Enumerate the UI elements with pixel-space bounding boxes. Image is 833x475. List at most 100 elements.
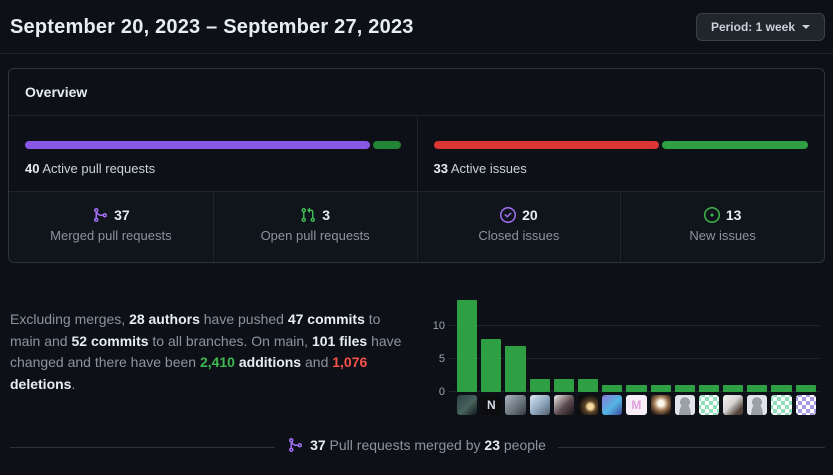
page-header: September 20, 2023 – September 27, 2023 … [0, 0, 833, 54]
author-avatar-hooded-person-photo[interactable] [529, 395, 550, 415]
author-avatar-default-octocat[interactable] [674, 395, 695, 415]
issue-count: 33 [433, 161, 448, 176]
commit-bar-portrait-photo [723, 385, 744, 392]
text-segment: 52 commits [71, 332, 149, 349]
stat-cell-open-pull-requests[interactable]: 3 Open pull requests [212, 192, 417, 262]
commit-bar-person-colorful-hat [602, 385, 623, 392]
commit-bar-green-identicon [771, 385, 792, 392]
text-segment: to main and [10, 311, 381, 349]
stat-value: 20 [426, 207, 613, 223]
period-button-label: Period: 1 week [710, 20, 795, 34]
gridline [449, 325, 819, 326]
issues-meter-block: 33 Active issues [416, 116, 825, 191]
issue-closed-icon [500, 207, 517, 223]
text-segment: and [301, 354, 333, 370]
text-segment: have changed and there have been [10, 332, 402, 371]
chart-plot-area: 0 5 10 [433, 297, 819, 398]
commit-bar-green-identicon [698, 385, 720, 392]
text-segment: 1,076 [332, 354, 368, 370]
author-avatar-night-moon-photo[interactable] [577, 395, 599, 415]
stat-value: 37 [17, 207, 205, 223]
y-tick-label: 5 [438, 353, 445, 365]
text-segment: 47 commits [287, 311, 365, 327]
stat-number: 3 [322, 207, 331, 223]
text-segment: 28 authors [129, 311, 200, 327]
author-avatar-person-colorful-hat[interactable] [602, 395, 623, 415]
author-avatar-gray-portrait-photo[interactable] [505, 395, 526, 415]
commit-bar-letter-N-logo [481, 339, 502, 392]
issue-opened-icon [703, 207, 720, 223]
closed-meter-segment [433, 141, 659, 149]
author-avatar-pink-M-avatar[interactable]: M [626, 395, 647, 415]
author-avatar-green-identicon[interactable] [771, 395, 792, 415]
stat-label: Closed issues [478, 228, 560, 243]
author-avatar-default-octocat[interactable] [747, 395, 768, 415]
stat-cell-merged-pull-requests[interactable]: 37 Merged pull requests [9, 192, 213, 262]
stat-cell-new-issues[interactable]: 13 New issues [620, 192, 824, 262]
author-avatar-purple-identicon[interactable] [795, 395, 816, 415]
stat-cell-closed-issues[interactable]: 20 Closed issues [416, 192, 621, 262]
commit-bar-default-octocat [674, 385, 695, 392]
text-segment: Pull requests merged by [325, 437, 485, 453]
new-meter-segment [661, 141, 808, 149]
issue-count-text: Active issues [450, 161, 527, 176]
activity-bars-row: 40 Active pull requests 33 Active issues [9, 116, 824, 191]
overview-panel: Overview 40 Active pull requests 33 Acti… [8, 68, 825, 263]
gridline [449, 358, 819, 359]
issue-progress-label: 33 Active issues [434, 161, 809, 176]
stat-value: 3 [222, 207, 409, 223]
summary-paragraph: Excluding merges, 28 authors have pushed… [10, 309, 412, 395]
text-segment: Excluding merges, [10, 311, 130, 327]
open-meter-segment [372, 141, 401, 149]
commit-bar-portrait-photo [457, 300, 478, 392]
text-segment: additions [238, 354, 302, 370]
text-segment: people [499, 437, 546, 453]
author-avatar-bright-light-photo[interactable] [650, 395, 671, 415]
author-avatar-letter-N-logo[interactable]: N [481, 395, 502, 415]
stat-label: New issues [689, 228, 756, 243]
text-segment: to all branches. On main, [148, 332, 312, 349]
text-segment: have pushed [199, 311, 288, 327]
git-merge-icon [92, 207, 108, 223]
commit-bar-gray-portrait-photo [505, 346, 526, 392]
text-segment: . [71, 375, 76, 392]
main-content: Excluding merges, 28 authors have pushed… [0, 263, 833, 415]
chevron-down-icon [802, 25, 810, 29]
merged-meter-segment [25, 141, 370, 149]
author-avatar-portrait-photo[interactable] [553, 395, 574, 415]
overview-panel-header: Overview [9, 69, 824, 116]
merged-by-text: 37 Pull requests merged by 23 people [310, 437, 546, 453]
period-button[interactable]: Period: 1 week [695, 13, 825, 41]
commit-bar-portrait-photo [553, 379, 574, 392]
stat-label: Open pull requests [260, 228, 370, 243]
page-title: September 20, 2023 – September 27, 2023 [10, 15, 414, 38]
stat-label: Merged pull requests [50, 228, 172, 243]
commit-bar-default-octocat [747, 385, 768, 392]
git-pull-request-icon [300, 207, 316, 223]
commit-bar-bright-light-photo [650, 385, 671, 392]
git-merge-icon [289, 438, 303, 452]
author-avatar-portrait-photo[interactable] [457, 395, 478, 415]
chart-bars [457, 300, 819, 392]
pr-progress-bar [25, 141, 401, 149]
author-avatar-portrait-photo[interactable] [723, 395, 744, 415]
text-segment: 2,410 [199, 354, 235, 370]
pr-count-text: Active pull requests [42, 161, 156, 176]
commit-bar-purple-identicon [795, 385, 816, 392]
merged-by-line: 37 Pull requests merged by 23 people [275, 437, 558, 453]
commit-bar-pink-M-avatar [626, 385, 647, 392]
y-tick-label: 10 [432, 320, 445, 332]
overview-stats-row: 37 Merged pull requests 3 Open pull requ… [9, 191, 824, 262]
commit-bar-night-moon-photo [577, 379, 599, 392]
text-segment: 37 [310, 437, 326, 453]
y-tick-label: 0 [438, 386, 445, 398]
commit-bar-hooded-person-photo [529, 379, 550, 392]
text-segment: deletions [10, 375, 72, 392]
stat-number: 13 [725, 207, 742, 223]
author-avatar-green-identicon[interactable] [698, 395, 720, 415]
stat-number: 20 [522, 207, 538, 223]
text-segment: 23 [484, 437, 500, 453]
issue-progress-bar [433, 141, 808, 149]
